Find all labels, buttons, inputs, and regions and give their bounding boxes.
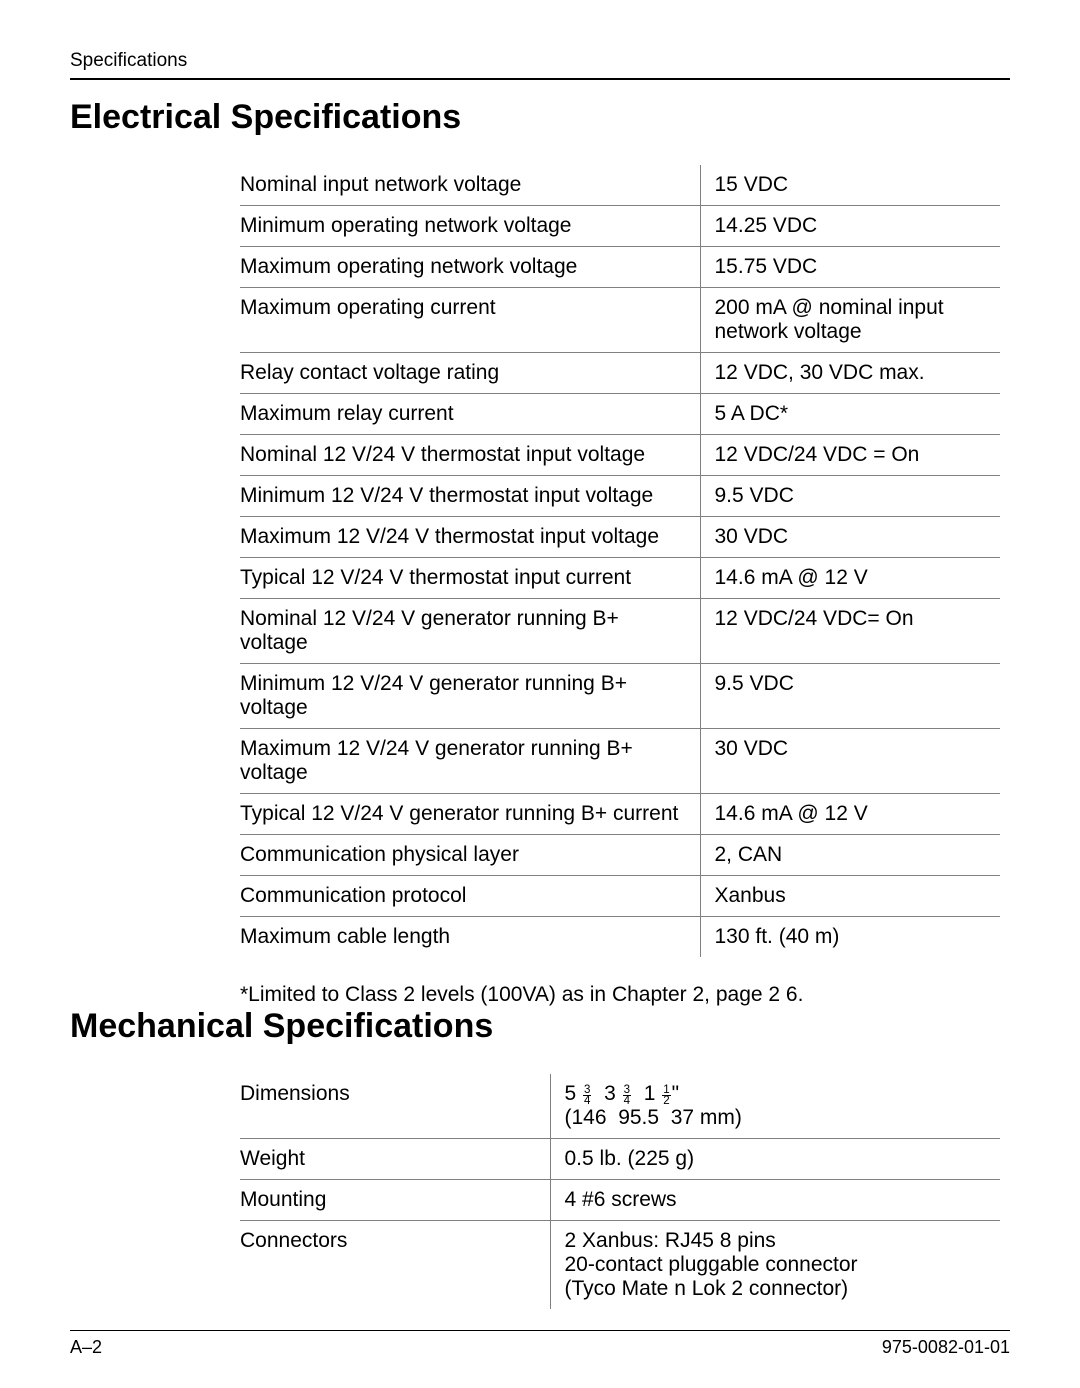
electrical-footnote: *Limited to Class 2 levels (100VA) as in… xyxy=(240,983,1010,1007)
electrical-table: Nominal input network voltage15 VDCMinim… xyxy=(240,165,1000,957)
spec-value: 0.5 lb. (225 g) xyxy=(550,1139,1000,1180)
spec-value: 2, CAN xyxy=(700,835,1000,876)
spec-label: Nominal input network voltage xyxy=(240,165,700,206)
table-row: Maximum cable length130 ft. (40 m) xyxy=(240,917,1000,958)
running-header: Specifications xyxy=(70,50,1010,72)
spec-value: 2 Xanbus: RJ45 8 pins 20-contact pluggab… xyxy=(550,1221,1000,1310)
page: Specifications Electrical Specifications… xyxy=(0,0,1080,1388)
table-row: Maximum 12 V/24 V generator running B+ v… xyxy=(240,729,1000,794)
spec-label: Minimum 12 V/24 V generator running B+ v… xyxy=(240,664,700,729)
spec-label: Typical 12 V/24 V thermostat input curre… xyxy=(240,558,700,599)
spec-label: Maximum operating current xyxy=(240,288,700,353)
table-row: Relay contact voltage rating12 VDC, 30 V… xyxy=(240,353,1000,394)
spec-label: Relay contact voltage rating xyxy=(240,353,700,394)
spec-value: 15.75 VDC xyxy=(700,247,1000,288)
table-row: Minimum 12 V/24 V generator running B+ v… xyxy=(240,664,1000,729)
spec-label: Maximum cable length xyxy=(240,917,700,958)
spec-value: 12 VDC, 30 VDC max. xyxy=(700,353,1000,394)
spec-label: Maximum 12 V/24 V thermostat input volta… xyxy=(240,517,700,558)
spec-label: Communication protocol xyxy=(240,876,700,917)
table-row: Minimum 12 V/24 V thermostat input volta… xyxy=(240,476,1000,517)
spec-value: 14.25 VDC xyxy=(700,206,1000,247)
spec-label: Nominal 12 V/24 V generator running B+ v… xyxy=(240,599,700,664)
spec-value: 4 #6 screws xyxy=(550,1180,1000,1221)
electrical-heading: Electrical Specifications xyxy=(70,98,1010,137)
footer-left: A–2 xyxy=(70,1337,102,1358)
table-row: Maximum 12 V/24 V thermostat input volta… xyxy=(240,517,1000,558)
table-row: Nominal input network voltage15 VDC xyxy=(240,165,1000,206)
spec-label: Maximum relay current xyxy=(240,394,700,435)
spec-label: Connectors xyxy=(240,1221,550,1310)
table-row: Communication protocolXanbus xyxy=(240,876,1000,917)
spec-value: 9.5 VDC xyxy=(700,476,1000,517)
spec-value: 14.6 mA @ 12 V xyxy=(700,794,1000,835)
spec-label: Nominal 12 V/24 V thermostat input volta… xyxy=(240,435,700,476)
spec-label: Maximum operating network voltage xyxy=(240,247,700,288)
spec-label: Communication physical layer xyxy=(240,835,700,876)
mechanical-heading: Mechanical Specifications xyxy=(70,1007,1010,1046)
table-row: Weight0.5 lb. (225 g) xyxy=(240,1139,1000,1180)
table-row: Minimum operating network voltage14.25 V… xyxy=(240,206,1000,247)
spec-label: Minimum operating network voltage xyxy=(240,206,700,247)
footer-right: 975-0082-01-01 xyxy=(882,1337,1010,1358)
table-row: Maximum operating network voltage15.75 V… xyxy=(240,247,1000,288)
spec-label: Weight xyxy=(240,1139,550,1180)
table-row: Mounting4 #6 screws xyxy=(240,1180,1000,1221)
table-row: Nominal 12 V/24 V thermostat input volta… xyxy=(240,435,1000,476)
table-row: Maximum relay current5 A DC* xyxy=(240,394,1000,435)
page-footer: A–2 975-0082-01-01 xyxy=(70,1330,1010,1358)
spec-value: 200 mA @ nominal input network voltage xyxy=(700,288,1000,353)
table-row: Maximum operating current200 mA @ nomina… xyxy=(240,288,1000,353)
table-row: Typical 12 V/24 V thermostat input curre… xyxy=(240,558,1000,599)
spec-value: 14.6 mA @ 12 V xyxy=(700,558,1000,599)
table-row: Dimensions5 34 3 34 1 12"(146 95.5 37 mm… xyxy=(240,1074,1000,1139)
spec-value: 9.5 VDC xyxy=(700,664,1000,729)
table-row: Nominal 12 V/24 V generator running B+ v… xyxy=(240,599,1000,664)
spec-label: Typical 12 V/24 V generator running B+ c… xyxy=(240,794,700,835)
spec-value: 130 ft. (40 m) xyxy=(700,917,1000,958)
spec-value: 12 VDC/24 VDC= On xyxy=(700,599,1000,664)
spec-value: 12 VDC/24 VDC = On xyxy=(700,435,1000,476)
spec-value: 30 VDC xyxy=(700,729,1000,794)
table-row: Communication physical layer2, CAN xyxy=(240,835,1000,876)
spec-value: 5 34 3 34 1 12"(146 95.5 37 mm) xyxy=(550,1074,1000,1139)
spec-label: Mounting xyxy=(240,1180,550,1221)
table-row: Typical 12 V/24 V generator running B+ c… xyxy=(240,794,1000,835)
spec-value: Xanbus xyxy=(700,876,1000,917)
spec-value: 15 VDC xyxy=(700,165,1000,206)
mechanical-table: Dimensions5 34 3 34 1 12"(146 95.5 37 mm… xyxy=(240,1074,1000,1309)
spec-label: Dimensions xyxy=(240,1074,550,1139)
header-rule xyxy=(70,78,1010,80)
spec-value: 5 A DC* xyxy=(700,394,1000,435)
table-row: Connectors2 Xanbus: RJ45 8 pins 20-conta… xyxy=(240,1221,1000,1310)
spec-label: Minimum 12 V/24 V thermostat input volta… xyxy=(240,476,700,517)
spec-value: 30 VDC xyxy=(700,517,1000,558)
spec-label: Maximum 12 V/24 V generator running B+ v… xyxy=(240,729,700,794)
footer-rule xyxy=(70,1330,1010,1331)
